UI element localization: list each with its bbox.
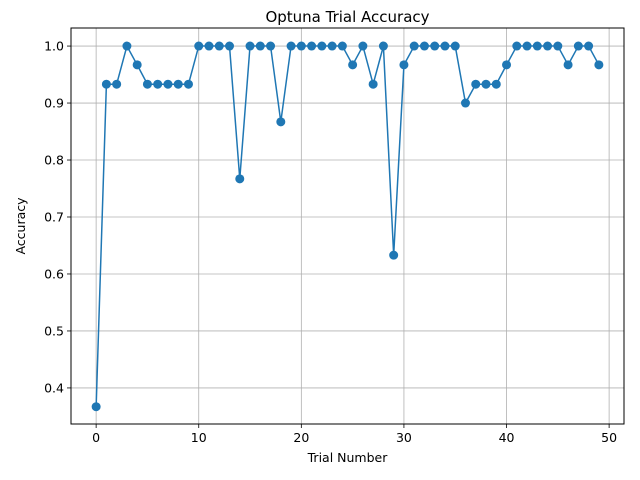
data-point bbox=[491, 79, 501, 89]
data-point bbox=[112, 79, 122, 89]
data-point bbox=[276, 117, 286, 127]
data-point bbox=[214, 41, 224, 51]
data-point bbox=[460, 98, 470, 108]
data-point bbox=[389, 250, 399, 260]
data-point bbox=[91, 402, 101, 412]
data-point bbox=[337, 41, 347, 51]
data-point bbox=[286, 41, 296, 51]
data-point bbox=[101, 79, 111, 89]
data-point bbox=[153, 79, 163, 89]
data-point bbox=[522, 41, 532, 51]
data-point bbox=[399, 60, 409, 70]
data-point bbox=[194, 41, 204, 51]
data-point bbox=[440, 41, 450, 51]
y-tick-label: 0.4 bbox=[44, 380, 64, 395]
data-point bbox=[481, 79, 491, 89]
data-point bbox=[553, 41, 563, 51]
data-point bbox=[173, 79, 183, 89]
data-point bbox=[543, 41, 553, 51]
data-point bbox=[204, 41, 214, 51]
grid-lines bbox=[71, 28, 624, 424]
data-point bbox=[163, 79, 173, 89]
data-point bbox=[142, 79, 152, 89]
x-tick-label: 40 bbox=[499, 430, 515, 445]
y-tick-label: 0.5 bbox=[44, 323, 64, 338]
data-point bbox=[235, 174, 245, 184]
data-point bbox=[132, 60, 142, 70]
data-point bbox=[563, 60, 573, 70]
data-point bbox=[183, 79, 193, 89]
x-tick-label: 0 bbox=[92, 430, 100, 445]
data-point bbox=[122, 41, 132, 51]
axis-ticks: 0 10 20 30 40 50 0.4 0.5 0.6 0.7 0.8 0.9 1.0 bbox=[44, 39, 617, 445]
data-point bbox=[296, 41, 306, 51]
data-point bbox=[225, 41, 235, 51]
data-point bbox=[307, 41, 317, 51]
y-tick-label: 0.7 bbox=[44, 209, 64, 224]
y-tick-label: 0.8 bbox=[44, 153, 64, 168]
data-point bbox=[358, 41, 368, 51]
data-point bbox=[512, 41, 522, 51]
x-tick-label: 50 bbox=[601, 430, 617, 445]
data-point bbox=[584, 41, 594, 51]
chart-title: Optuna Trial Accuracy bbox=[265, 8, 429, 26]
data-point bbox=[378, 41, 388, 51]
data-point bbox=[573, 41, 583, 51]
x-tick-label: 10 bbox=[191, 430, 207, 445]
x-tick-label: 20 bbox=[293, 430, 309, 445]
data-point bbox=[409, 41, 419, 51]
x-tick-label: 30 bbox=[396, 430, 412, 445]
y-axis-label: Accuracy bbox=[13, 197, 28, 255]
data-point bbox=[348, 60, 358, 70]
y-tick-label: 1.0 bbox=[44, 39, 64, 54]
data-point bbox=[594, 60, 604, 70]
data-point bbox=[255, 41, 265, 51]
data-point bbox=[471, 79, 481, 89]
data-point bbox=[502, 60, 512, 70]
data-point bbox=[450, 41, 460, 51]
plot-area-frame bbox=[70, 27, 625, 425]
data-point bbox=[266, 41, 276, 51]
accuracy-series bbox=[91, 41, 604, 412]
data-point bbox=[245, 41, 255, 51]
data-point bbox=[317, 41, 327, 51]
data-point bbox=[368, 79, 378, 89]
x-axis-label: Trial Number bbox=[307, 450, 389, 465]
data-point bbox=[419, 41, 429, 51]
data-point bbox=[532, 41, 542, 51]
y-tick-label: 0.6 bbox=[44, 266, 64, 281]
data-point bbox=[327, 41, 337, 51]
y-tick-label: 0.9 bbox=[44, 96, 64, 111]
data-point bbox=[430, 41, 440, 51]
